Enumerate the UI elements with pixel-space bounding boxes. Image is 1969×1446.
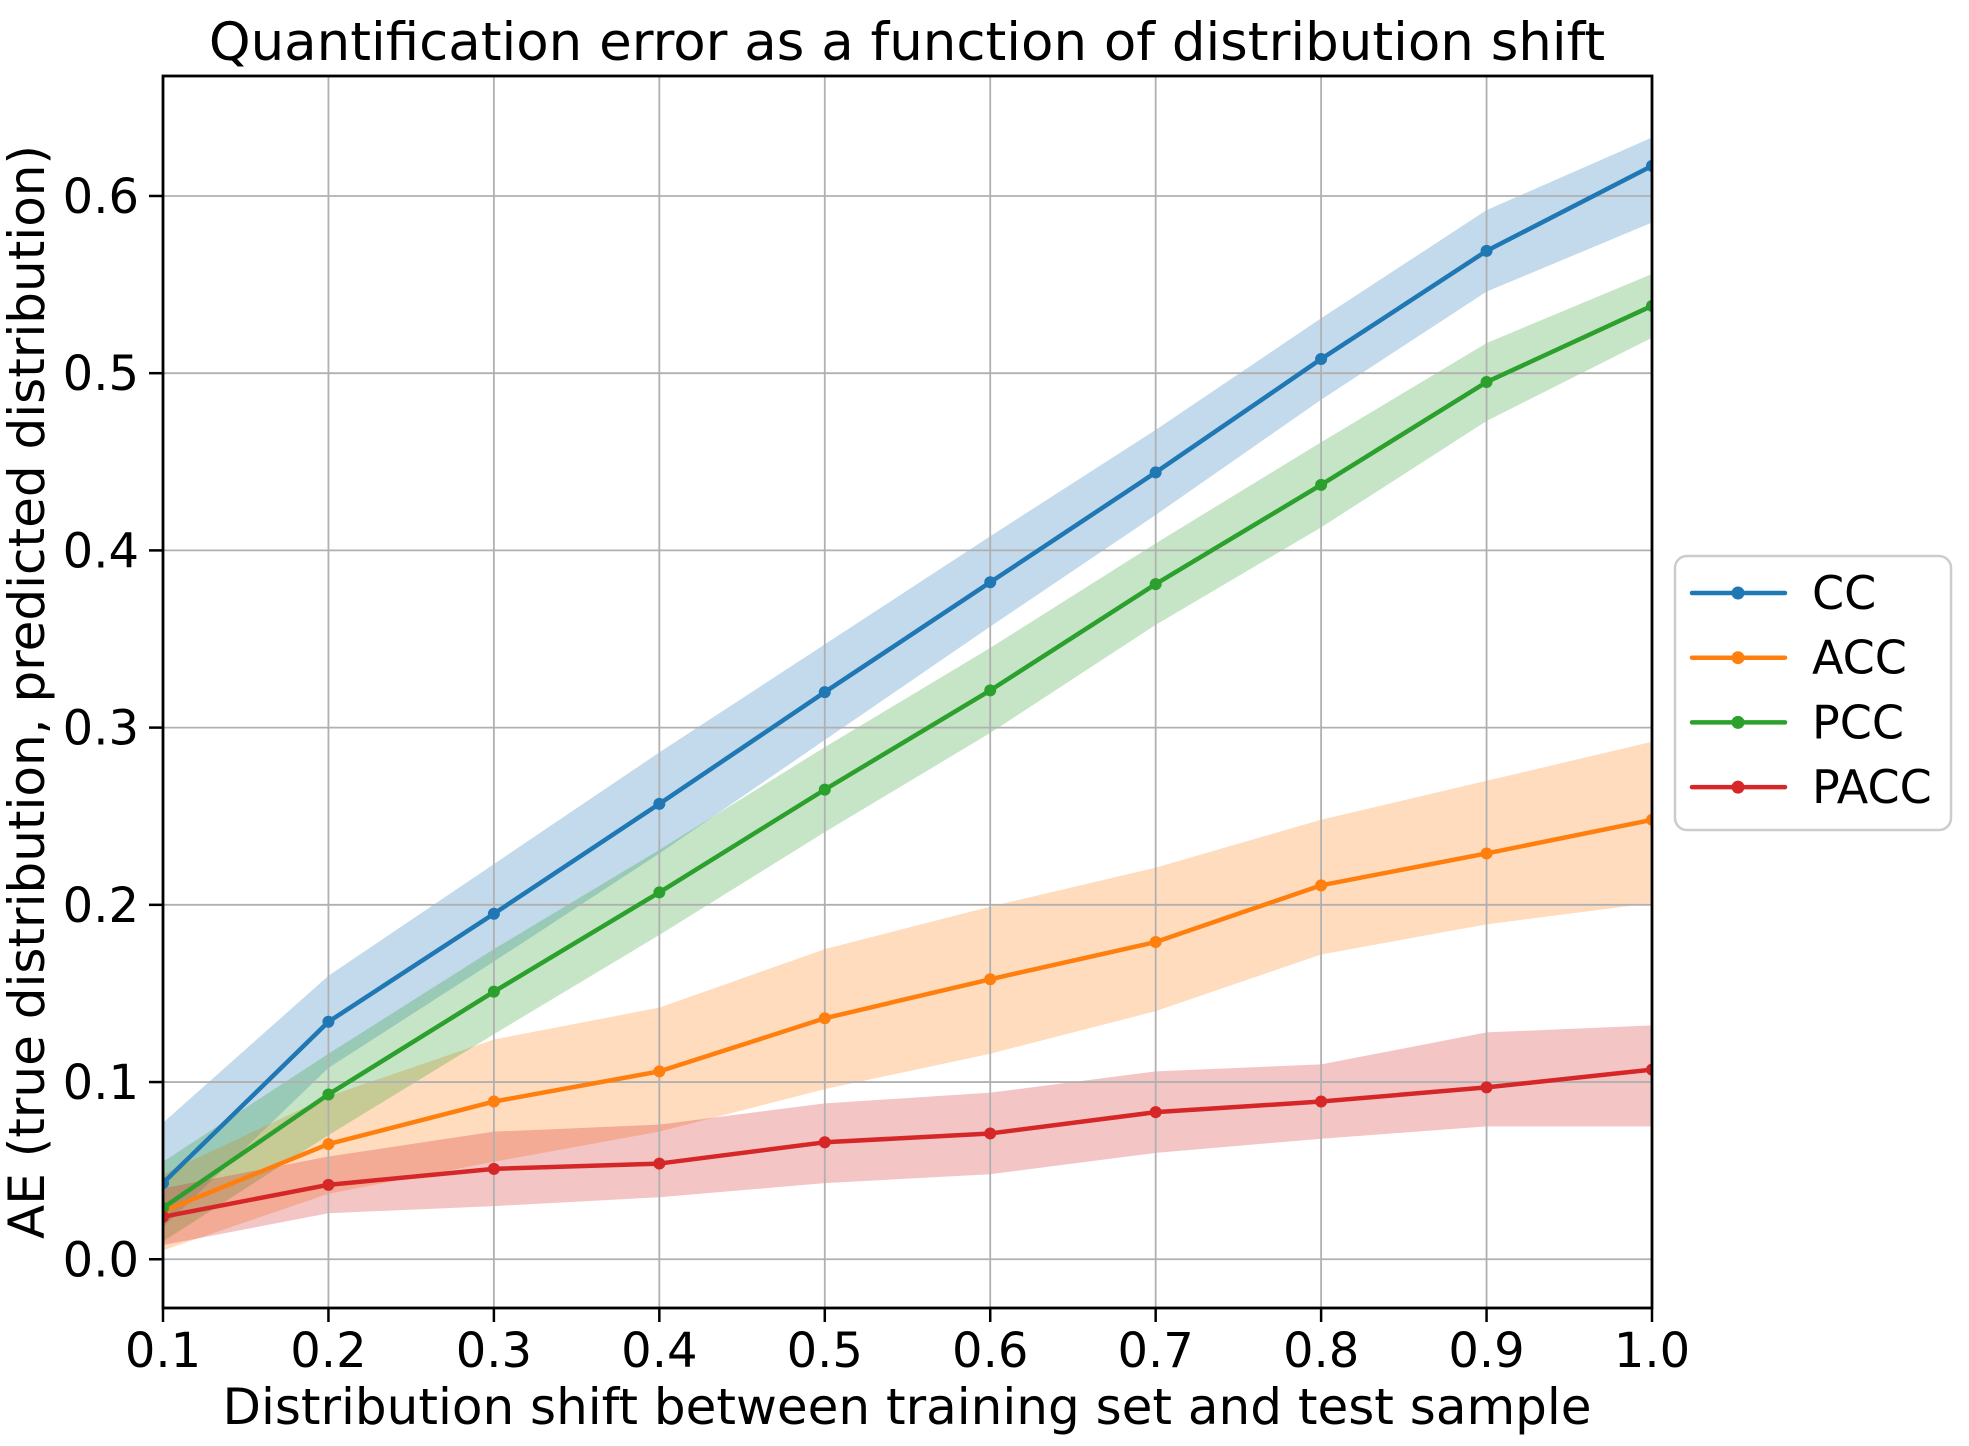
data-point-pacc — [1315, 1095, 1328, 1108]
band-pcc — [163, 273, 1652, 1242]
legend-label: PCC — [1812, 695, 1904, 749]
data-point-acc — [653, 1065, 666, 1078]
legend-label: CC — [1812, 566, 1876, 620]
series-line-pacc — [163, 1067, 1652, 1219]
plot-border — [161, 74, 1654, 1310]
y-tick-label: 0.0 — [63, 1232, 139, 1288]
data-point-pcc — [653, 886, 666, 899]
axes-spines — [161, 74, 1654, 1310]
data-point-pcc — [1315, 478, 1328, 491]
legend-entry-acc: ACC — [1689, 631, 1907, 685]
data-point-pacc — [1480, 1081, 1493, 1094]
data-point-cc — [818, 686, 831, 699]
x-tick-label: 0.9 — [1448, 1323, 1524, 1379]
data-point-pacc — [1149, 1106, 1162, 1119]
data-point-acc — [984, 973, 997, 986]
series-line-cc — [163, 163, 1652, 1186]
x-tick-label: 0.6 — [952, 1323, 1028, 1379]
data-point-pcc — [163, 1201, 169, 1214]
series-lines — [163, 159, 1652, 1223]
data-point-pcc — [1149, 578, 1162, 591]
x-tick-label: 0.3 — [456, 1323, 532, 1379]
y-tick-label: 0.1 — [63, 1055, 139, 1111]
data-point-pacc — [322, 1178, 335, 1191]
x-tick-label: 1.0 — [1614, 1323, 1690, 1379]
axis-ticks — [149, 194, 1654, 1322]
y-tick-label: 0.6 — [63, 169, 139, 225]
data-point-pcc — [1646, 299, 1652, 312]
x-tick-label: 0.8 — [1283, 1323, 1359, 1379]
data-point-cc — [1315, 353, 1328, 366]
data-point-pacc — [653, 1157, 666, 1170]
legend: CC ACC PCC PACC — [1673, 554, 1953, 832]
y-tick-label: 0.5 — [63, 346, 139, 402]
legend-entry-pacc: PACC — [1689, 760, 1932, 814]
data-point-acc — [1315, 879, 1328, 892]
y-tick-label: 0.3 — [63, 701, 139, 757]
data-point-cc — [653, 797, 666, 810]
data-point-cc — [1149, 466, 1162, 479]
legend-label: PACC — [1812, 760, 1932, 814]
data-point-cc — [1480, 244, 1493, 257]
data-point-pacc — [163, 1210, 169, 1223]
data-point-pcc — [487, 985, 500, 998]
data-point-cc — [163, 1177, 169, 1190]
legend-marker — [1731, 780, 1745, 794]
data-point-pacc — [1646, 1063, 1652, 1076]
x-tick-label: 0.4 — [621, 1323, 697, 1379]
data-point-pacc — [818, 1136, 831, 1149]
chart-title: Quantification error as a function of di… — [209, 12, 1605, 73]
legend-marker — [1731, 651, 1745, 665]
data-point-cc — [984, 576, 997, 589]
y-tick-label: 0.4 — [63, 523, 139, 579]
data-point-cc — [487, 907, 500, 920]
x-tick-label: 0.5 — [787, 1323, 863, 1379]
data-point-pcc — [322, 1088, 335, 1101]
legend-marker — [1731, 586, 1745, 600]
data-point-acc — [1149, 936, 1162, 949]
legend-label: ACC — [1812, 631, 1907, 685]
data-point-acc — [322, 1138, 335, 1151]
series-line-acc — [163, 817, 1652, 1214]
legend-entry-pcc: PCC — [1689, 695, 1904, 749]
legend-box — [1673, 554, 1953, 832]
band-acc — [163, 741, 1652, 1251]
data-point-acc — [487, 1095, 500, 1108]
data-point-acc — [818, 1012, 831, 1025]
y-axis-label: AE (true distribution, predicted distrib… — [0, 145, 56, 1239]
data-point-cc — [322, 1015, 335, 1028]
data-point-acc — [1480, 847, 1493, 860]
x-tick-label: 0.7 — [1117, 1323, 1193, 1379]
data-point-pcc — [818, 783, 831, 796]
legend-entry-cc: CC — [1689, 566, 1876, 620]
data-point-acc — [1646, 813, 1652, 826]
x-tick-label: 0.2 — [290, 1323, 366, 1379]
confidence-bands — [163, 137, 1652, 1251]
x-tick-labels: 0.1 0.2 0.3 0.4 0.5 0.6 0.7 0.8 0.9 1.0 — [125, 1323, 1690, 1379]
x-tick-label: 0.1 — [125, 1323, 201, 1379]
x-axis-label: Distribution shift between training set … — [222, 1378, 1591, 1436]
band-cc — [163, 137, 1652, 1228]
legend-marker — [1731, 715, 1745, 729]
y-tick-label: 0.2 — [63, 878, 139, 934]
y-tick-labels: 0.0 0.1 0.2 0.3 0.4 0.5 0.6 — [63, 169, 139, 1288]
band-pacc — [163, 1025, 1652, 1246]
data-point-pcc — [984, 684, 997, 697]
data-point-pacc — [984, 1127, 997, 1140]
series-line-pcc — [163, 303, 1652, 1211]
data-point-cc — [1646, 159, 1652, 172]
data-point-pcc — [1480, 376, 1493, 389]
data-point-pacc — [487, 1162, 500, 1175]
